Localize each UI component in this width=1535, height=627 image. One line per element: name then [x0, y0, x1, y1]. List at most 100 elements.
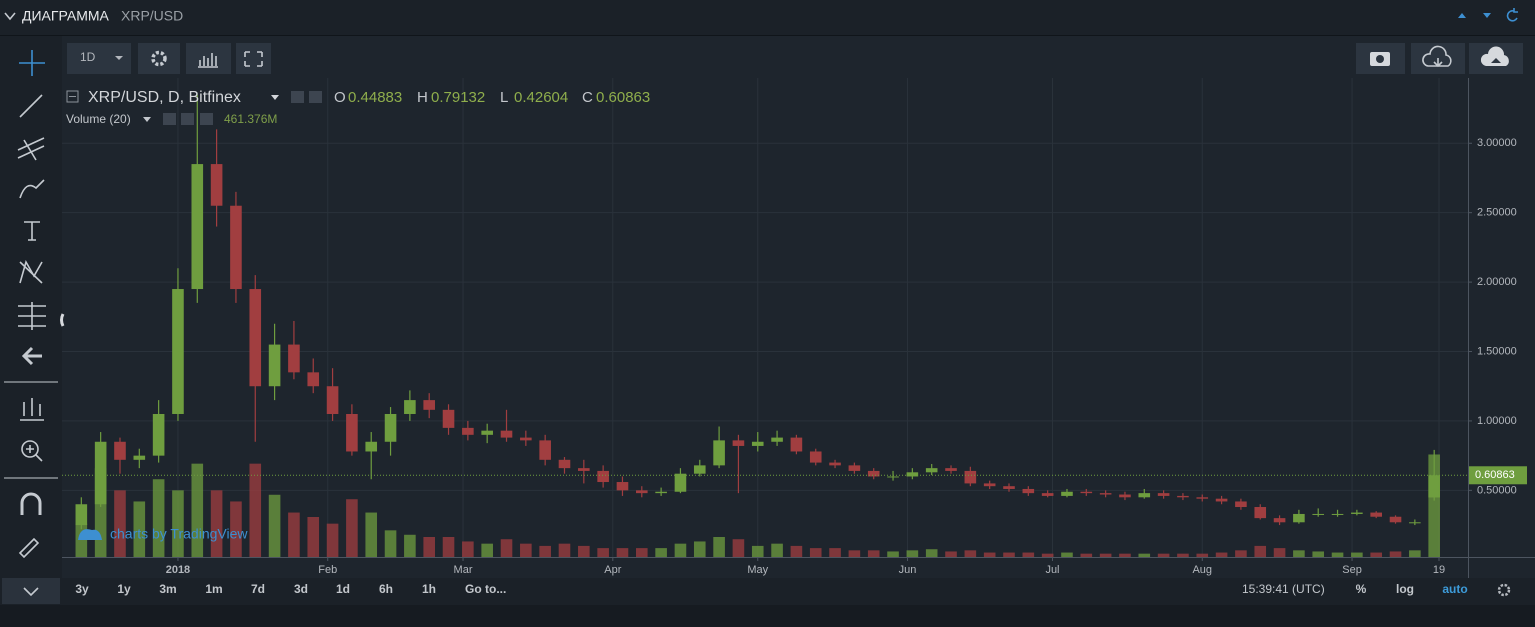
scale-option[interactable]: log [1396, 582, 1414, 596]
volume-bar [1351, 552, 1363, 557]
volume-bar [887, 551, 899, 557]
candle-body [983, 483, 996, 487]
brush-tool[interactable] [19, 179, 45, 199]
candle-body [326, 386, 339, 414]
candle-body [945, 468, 957, 471]
zoom-tool[interactable] [21, 440, 39, 458]
trendline-tool[interactable] [19, 94, 43, 118]
scroll-handle[interactable] [60, 313, 65, 327]
y-tick-label: 0.50000 [1477, 484, 1517, 496]
range-button[interactable]: 6h [379, 582, 393, 596]
lock-tool[interactable] [18, 537, 40, 559]
x-tick-label: Jul [1045, 564, 1059, 576]
candle-body [597, 470, 609, 483]
series-menu[interactable] [271, 95, 279, 100]
range-button[interactable]: 1h [422, 582, 436, 596]
fib-tool[interactable] [18, 302, 46, 330]
candle-body [172, 289, 184, 414]
ohlc-key: C [582, 89, 593, 106]
volume-bar [346, 499, 358, 557]
series-settings[interactable] [309, 91, 322, 103]
interval-button[interactable] [67, 43, 131, 74]
ohlc-key: L [500, 89, 508, 106]
magnet-tool[interactable] [20, 492, 42, 515]
candle-body [268, 344, 281, 387]
text-tool[interactable] [24, 221, 40, 241]
refresh-icon[interactable] [1506, 8, 1518, 22]
back-tool[interactable] [21, 346, 42, 366]
scale-option[interactable]: auto [1442, 582, 1467, 596]
range-button[interactable]: 7d [251, 582, 265, 596]
series-title: XRP/USD, D, Bitfinex [88, 89, 241, 106]
candle-body [1351, 512, 1363, 514]
volume-bar [114, 490, 126, 557]
volume-bar [191, 463, 204, 557]
candle-body [848, 465, 861, 471]
fullscreen-icon [244, 51, 263, 67]
pitchfork-tool[interactable] [17, 137, 45, 161]
volume-bar [1215, 552, 1228, 557]
candle-body [75, 504, 88, 526]
range-button[interactable]: 3d [294, 582, 308, 596]
volume-bar [500, 539, 513, 557]
top-bar [0, 0, 1535, 35]
candle-body [249, 289, 262, 387]
candle-body [520, 437, 532, 441]
candle-body [539, 440, 551, 460]
range-button[interactable]: 3m [159, 582, 176, 596]
candle-body [1254, 507, 1267, 519]
volume-bar [133, 501, 146, 557]
interval-label: 1D [80, 50, 96, 64]
volume-bar [1177, 553, 1189, 557]
volume-bar [152, 479, 165, 557]
candle-body [1138, 493, 1151, 498]
more-tools[interactable] [2, 578, 60, 604]
goto-button[interactable]: Go to... [465, 582, 506, 596]
hide-series[interactable] [291, 91, 304, 103]
candle-body [713, 440, 725, 466]
settings-button[interactable] [138, 43, 180, 74]
fullscreen-button[interactable] [236, 43, 271, 74]
clock: 15:39:41 (UTC) [1242, 582, 1325, 596]
volume-bar [1254, 545, 1267, 557]
volume-bar [1119, 553, 1131, 557]
volume-settings[interactable] [181, 113, 194, 125]
hide-volume[interactable] [163, 113, 176, 125]
volume-bar [1331, 552, 1344, 557]
volume-bar [1273, 548, 1286, 557]
volume-bar [751, 545, 764, 557]
candle-body [481, 430, 493, 435]
volume-bar [520, 543, 532, 557]
x-tick-label: 2018 [166, 564, 190, 576]
candle-body [732, 440, 745, 446]
scale-option[interactable]: % [1356, 582, 1367, 596]
collapse-legend[interactable] [66, 90, 79, 103]
indicators-icon [198, 53, 218, 68]
remove-volume[interactable] [200, 113, 213, 125]
axis-settings[interactable] [1497, 583, 1511, 597]
volume-bar [249, 463, 262, 557]
bottom-controls: 3y 1y 3m 1m 7d 3d 1d 6h 1h Go to... 15:39:41 (UTC)… [75, 582, 1467, 596]
collapse-icon[interactable] [4, 12, 16, 21]
indicator-tool[interactable] [20, 398, 44, 421]
move-icons[interactable] [1458, 13, 1491, 18]
range-button[interactable]: 3y [75, 582, 89, 596]
crosshair-tool[interactable] [19, 50, 45, 76]
volume-bar [1409, 550, 1421, 557]
candle-body [1041, 493, 1054, 496]
candle-body [1331, 513, 1344, 515]
candle-body [307, 372, 320, 387]
candle-body [152, 413, 165, 456]
volume-bar [732, 539, 745, 557]
volume-menu[interactable] [143, 117, 151, 122]
range-button[interactable]: 1y [117, 582, 131, 596]
volume-bar [771, 543, 783, 557]
volume-bar [1312, 551, 1325, 557]
range-button[interactable]: 1m [205, 582, 222, 596]
y-tick-label: 1.50000 [1477, 345, 1517, 357]
range-button[interactable]: 1d [336, 582, 350, 596]
pattern-tool[interactable] [19, 259, 43, 284]
candle-body [94, 441, 107, 505]
bottom-bar [62, 578, 1535, 605]
dropdown-icon [115, 56, 123, 60]
